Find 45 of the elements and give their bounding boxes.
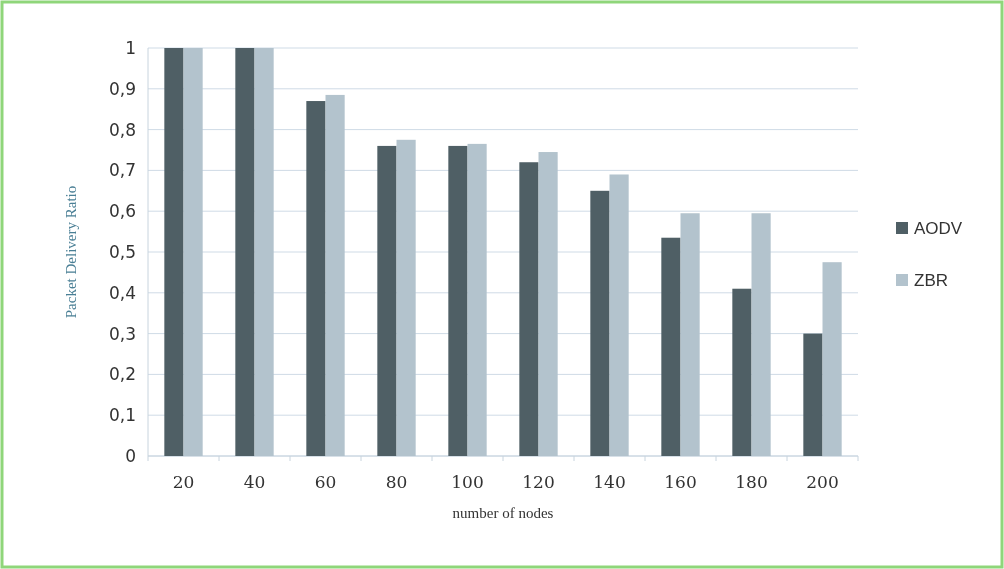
legend-label: AODV	[914, 218, 963, 238]
y-tick-label: 0,8	[108, 119, 136, 140]
y-tick-label: 0,9	[108, 78, 136, 99]
y-tick-label: 1	[125, 37, 136, 58]
x-tick-label: 160	[664, 472, 697, 492]
bar	[609, 174, 629, 456]
bar	[751, 213, 771, 456]
bar	[803, 333, 823, 456]
y-tick-label: 0,2	[108, 364, 136, 385]
bar	[519, 162, 539, 456]
y-tick-label: 0,6	[108, 201, 136, 222]
bar	[448, 145, 468, 456]
x-tick-label: 80	[385, 472, 408, 492]
x-tick-label: 100	[451, 472, 484, 492]
bar	[254, 48, 274, 456]
x-tick-label: 120	[522, 472, 555, 492]
bar	[732, 288, 752, 456]
y-tick-label: 0,5	[108, 241, 136, 262]
bar	[538, 152, 558, 456]
y-tick-label: 0,1	[108, 405, 136, 426]
bar	[680, 213, 700, 456]
x-tick-label: 140	[593, 472, 626, 492]
y-tick-label: 0,3	[108, 323, 136, 344]
bar	[325, 94, 345, 456]
bar	[235, 48, 255, 456]
bar	[377, 145, 397, 456]
bar	[164, 48, 184, 456]
x-axis-title: number of nodes	[452, 505, 554, 521]
x-tick-label: 180	[735, 472, 768, 492]
y-axis-title: Packet Delivery Ratio	[63, 185, 79, 319]
x-tick-label: 200	[806, 472, 839, 492]
bar	[306, 101, 326, 456]
x-tick-label: 40	[243, 472, 266, 492]
bar	[822, 262, 842, 456]
bar	[467, 143, 487, 456]
y-tick-label: 0,7	[108, 160, 136, 181]
x-tick-label: 60	[314, 472, 337, 492]
y-tick-label: 0,4	[108, 282, 136, 303]
y-tick-label: 0	[125, 445, 136, 466]
bar	[396, 139, 416, 456]
x-tick-label: 20	[172, 472, 195, 492]
legend-label: ZBR	[914, 270, 948, 290]
bar	[183, 48, 203, 456]
bar	[661, 237, 681, 456]
bar	[590, 190, 610, 456]
